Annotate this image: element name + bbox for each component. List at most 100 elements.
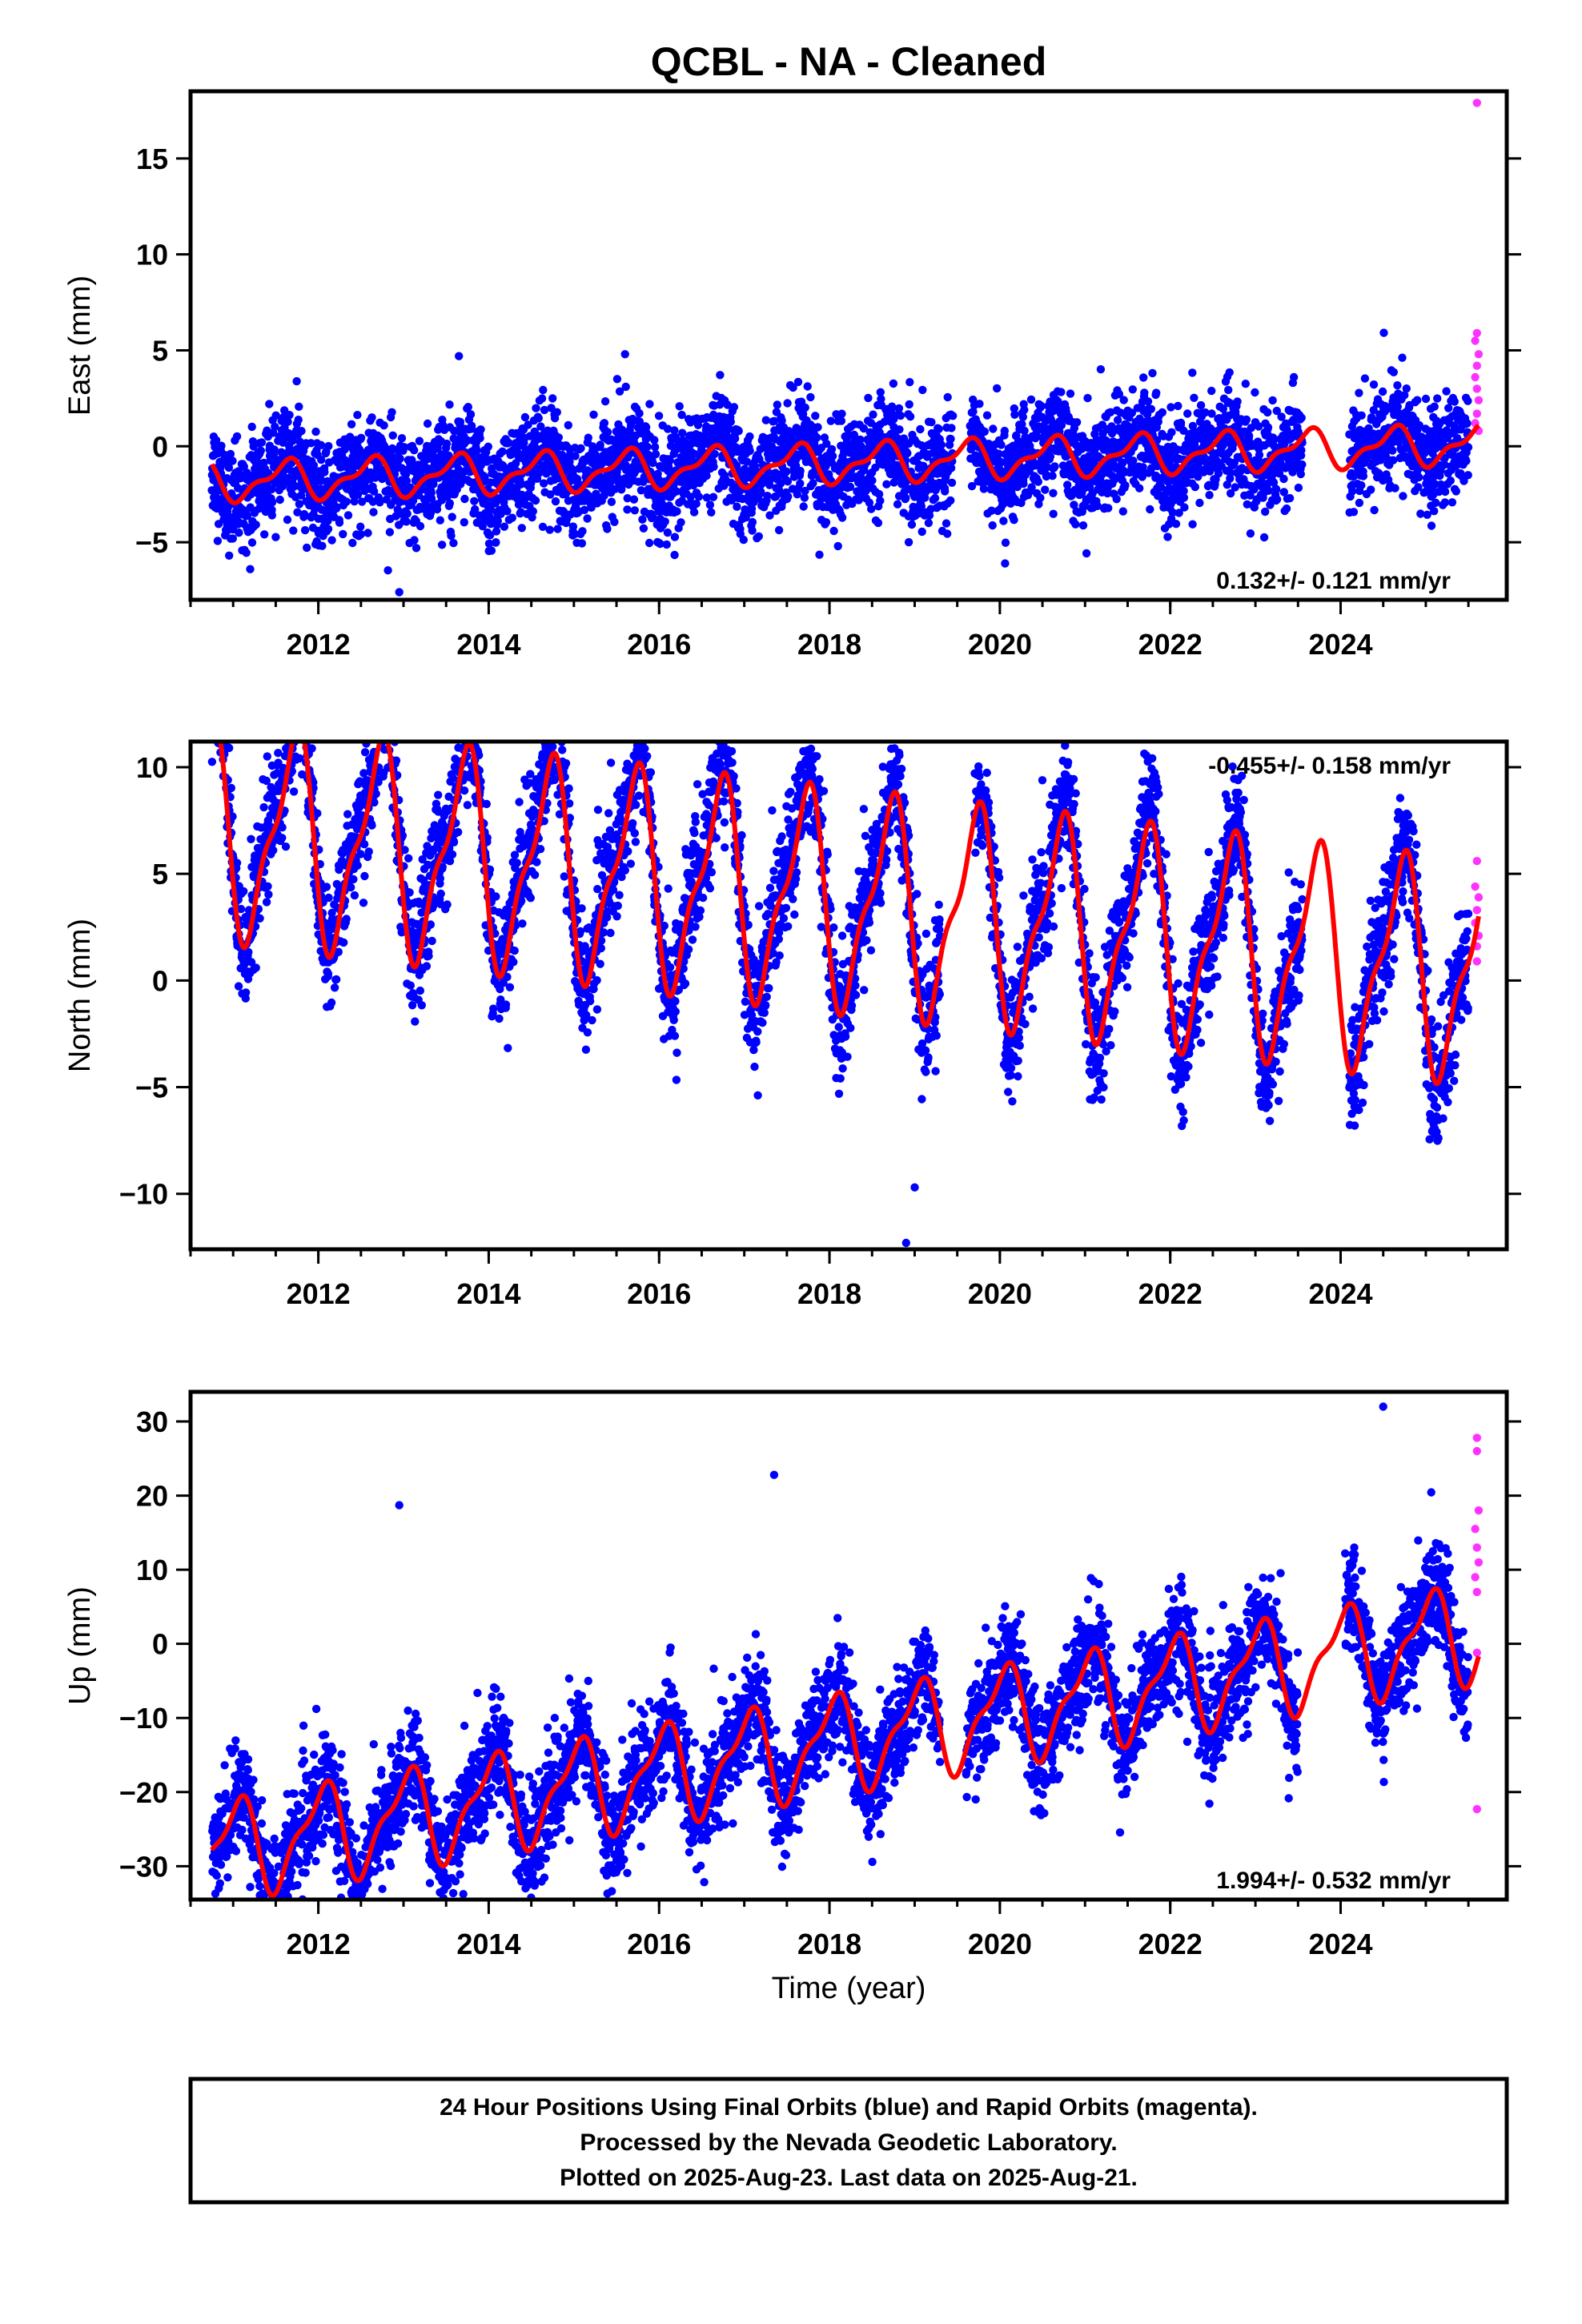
final-point	[227, 783, 235, 793]
final-point	[1082, 549, 1091, 558]
final-point	[1026, 395, 1036, 404]
final-point	[729, 403, 739, 412]
final-point	[1113, 416, 1122, 424]
final-point	[1444, 404, 1453, 412]
final-point	[980, 427, 990, 436]
final-point	[895, 425, 904, 434]
final-point	[1152, 388, 1161, 397]
final-point	[460, 518, 468, 527]
y-tick-label: −5	[135, 526, 168, 559]
final-point	[709, 462, 718, 471]
final-point	[423, 419, 432, 428]
final-point	[739, 535, 748, 545]
final-point	[565, 457, 574, 466]
final-point	[1379, 328, 1388, 337]
final-point	[1036, 493, 1045, 502]
final-point	[1388, 446, 1397, 455]
final-point	[445, 400, 454, 409]
final-outlier-point	[246, 565, 255, 573]
rapid-point	[1474, 396, 1484, 404]
final-point	[1166, 403, 1175, 412]
final-point	[297, 491, 306, 500]
final-point	[1279, 474, 1288, 484]
final-point	[536, 422, 545, 431]
x-tick-label: 2012	[287, 628, 351, 661]
final-point	[1282, 504, 1291, 513]
final-point	[580, 505, 589, 514]
final-point	[636, 486, 646, 495]
final-point	[1225, 368, 1234, 377]
final-point	[426, 509, 436, 517]
final-point	[997, 440, 1006, 449]
x-tick-label: 2014	[456, 628, 520, 661]
final-point	[226, 449, 235, 459]
final-point	[621, 382, 630, 392]
final-point	[596, 440, 604, 449]
final-outlier-point	[663, 528, 673, 537]
final-point	[264, 890, 273, 899]
final-point	[707, 508, 716, 517]
final-point	[297, 427, 306, 436]
final-point	[1078, 521, 1088, 530]
final-point	[267, 485, 276, 494]
final-point	[367, 413, 376, 422]
final-point	[369, 487, 379, 496]
final-point	[358, 497, 367, 506]
final-point	[1464, 443, 1473, 452]
final-point	[661, 517, 669, 526]
final-point	[402, 476, 412, 485]
final-point	[396, 454, 404, 463]
final-point	[289, 787, 299, 796]
x-tick-label: 2018	[797, 628, 861, 661]
final-point	[260, 530, 269, 539]
final-point	[1205, 491, 1214, 500]
final-point	[635, 409, 644, 418]
final-outlier-point	[620, 350, 629, 359]
final-point	[1096, 365, 1106, 374]
final-point	[947, 424, 956, 432]
final-point	[415, 436, 424, 445]
final-point	[868, 476, 877, 485]
final-point	[1128, 385, 1138, 394]
final-point	[232, 432, 242, 441]
final-point	[763, 492, 772, 501]
final-point	[447, 531, 456, 541]
final-point	[607, 497, 616, 506]
final-point	[709, 493, 718, 501]
final-point	[323, 525, 333, 533]
final-point	[356, 530, 365, 539]
rapid-point	[1472, 409, 1482, 418]
final-point	[1268, 433, 1278, 442]
final-point	[247, 538, 257, 547]
final-point	[662, 540, 671, 549]
final-point	[600, 419, 609, 428]
final-point	[256, 446, 265, 455]
final-point	[1389, 368, 1399, 376]
final-point	[813, 433, 821, 442]
final-point	[363, 529, 372, 537]
final-point	[442, 439, 452, 448]
final-point	[410, 536, 419, 545]
final-point	[289, 526, 298, 535]
final-point	[295, 402, 303, 411]
final-point	[610, 517, 619, 526]
final-point	[905, 378, 914, 387]
final-point	[278, 823, 287, 832]
final-point	[1242, 415, 1251, 424]
final-point	[571, 452, 580, 460]
final-point	[1272, 485, 1281, 494]
final-point	[905, 400, 913, 409]
final-point	[815, 550, 824, 559]
final-point	[949, 412, 958, 420]
final-point	[993, 384, 1002, 393]
final-point	[514, 500, 524, 509]
final-point	[1001, 559, 1010, 568]
final-point	[385, 528, 395, 537]
final-point	[934, 424, 943, 433]
final-point	[1268, 396, 1277, 405]
final-point	[247, 422, 256, 432]
final-point	[1174, 401, 1182, 411]
y-tick-label: 5	[152, 334, 168, 367]
final-point	[600, 397, 610, 406]
